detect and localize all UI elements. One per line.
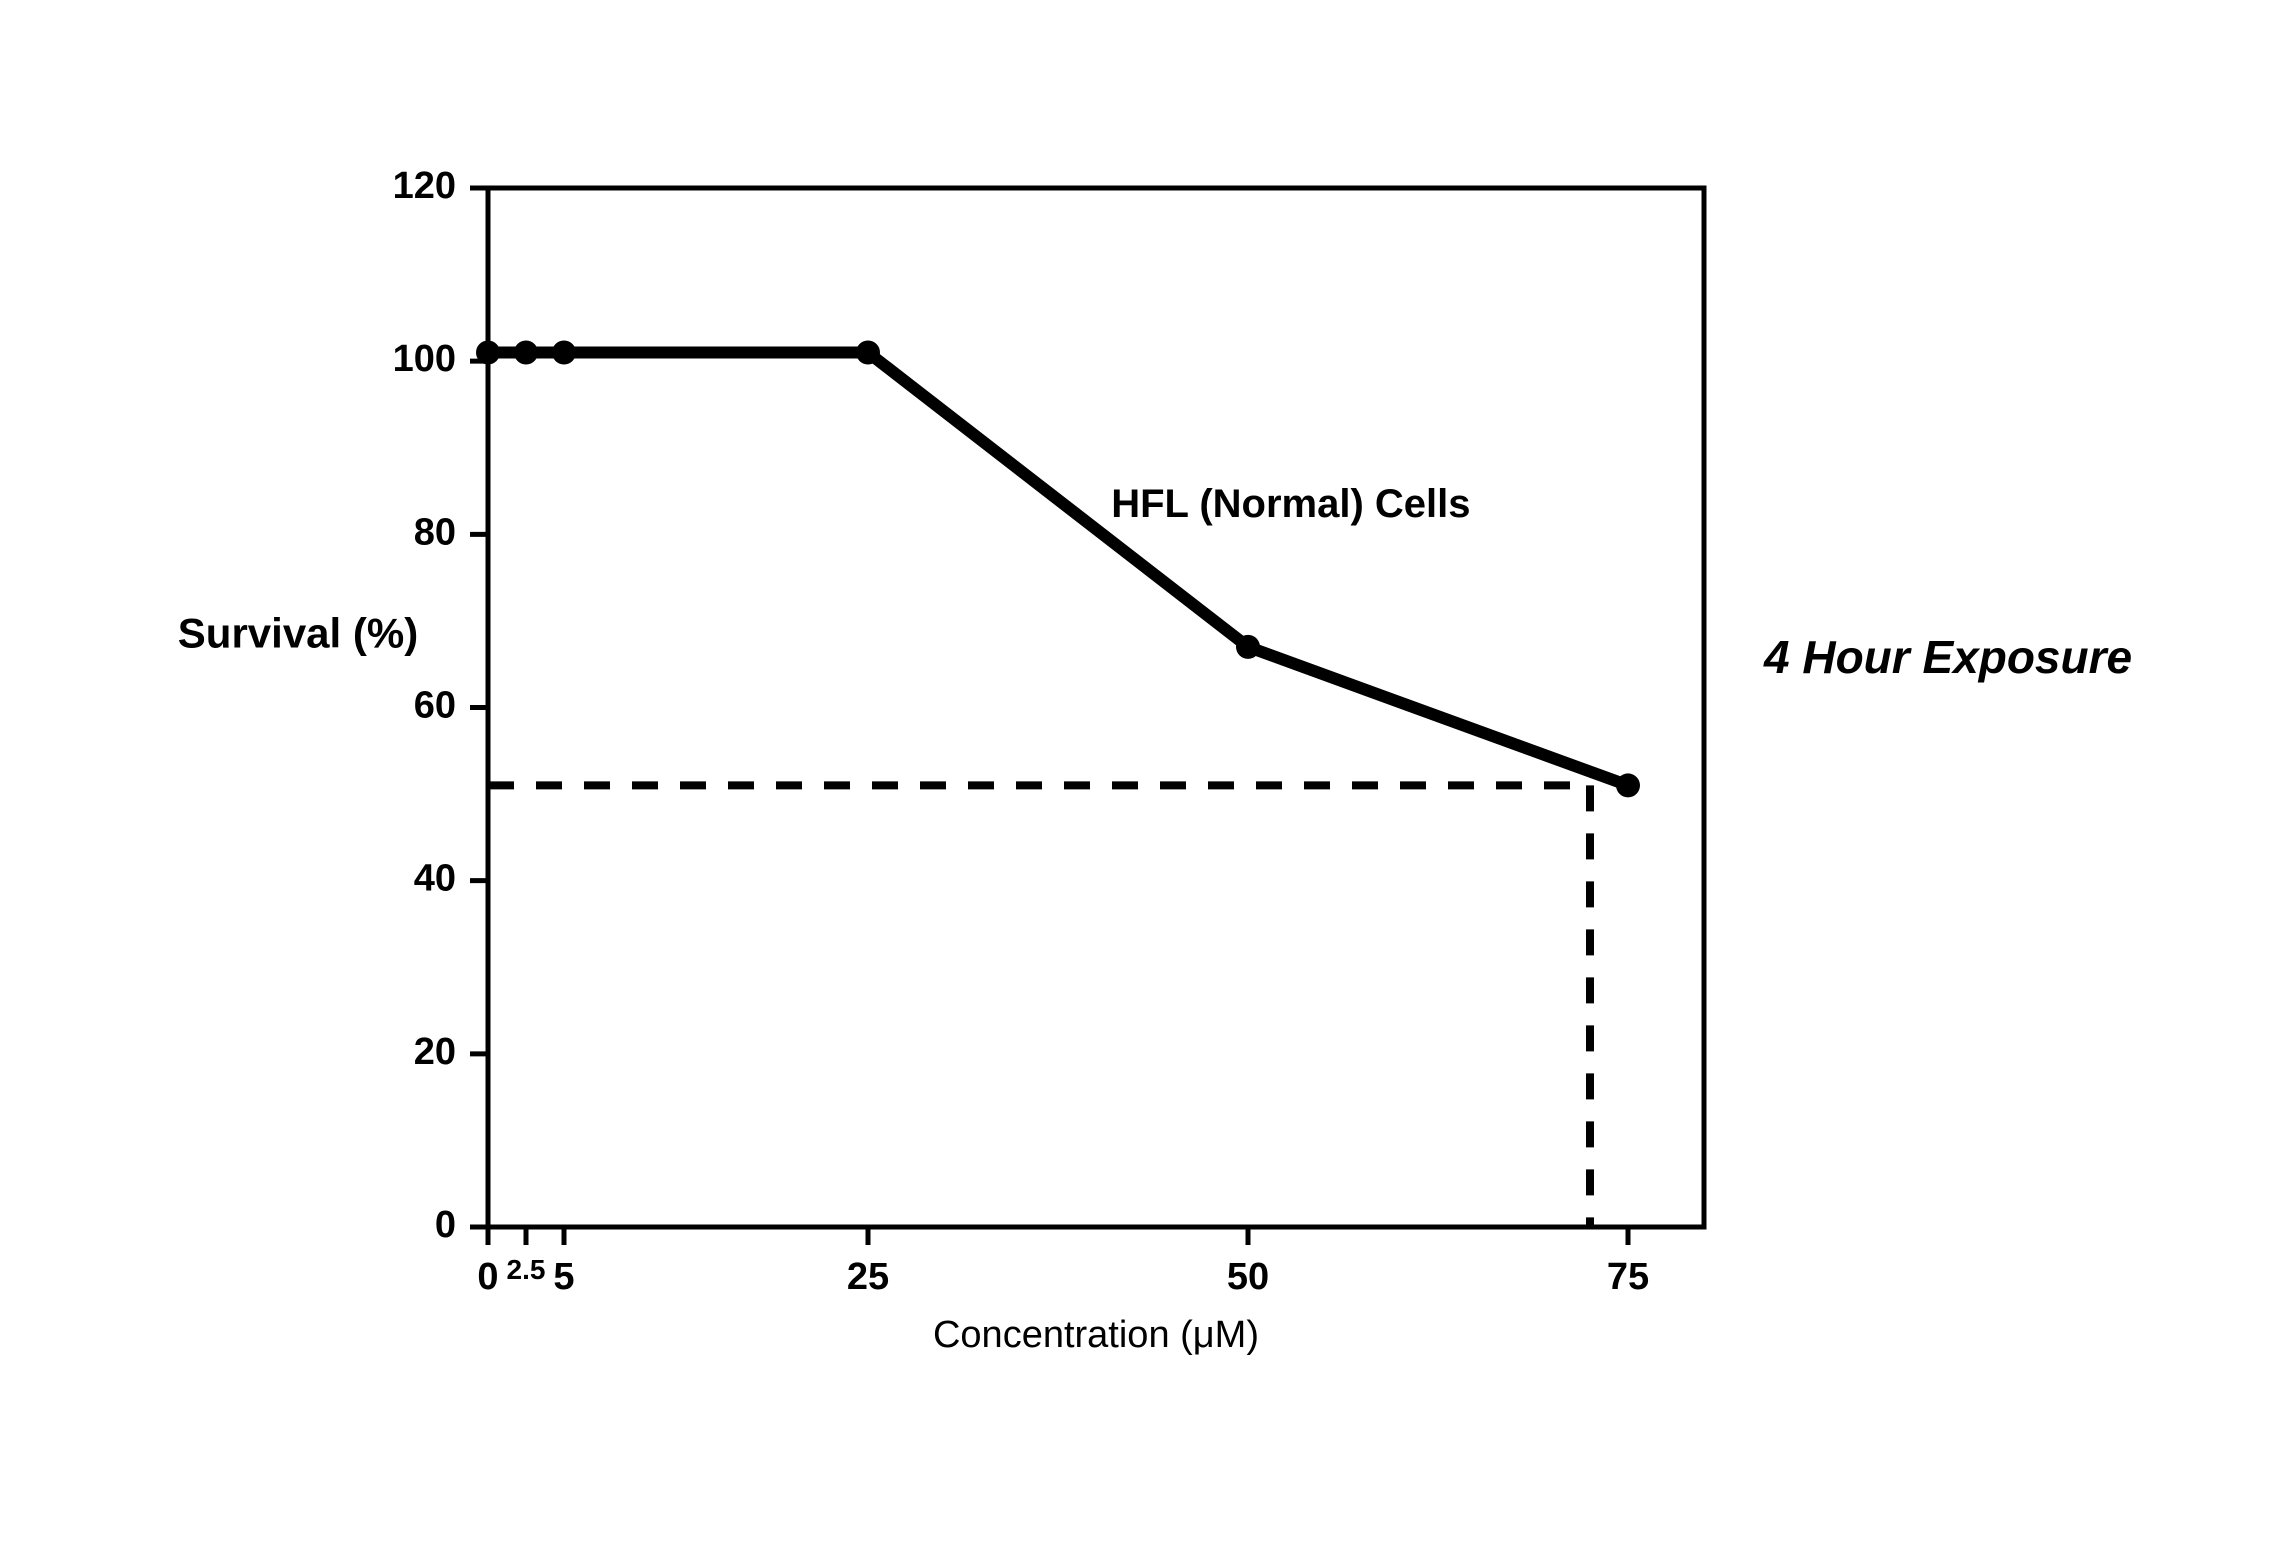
survival-chart: 0 20 40 60 80 100 120 0 2.55 25 50 75 HFL (Normal) C… (0, 0, 2290, 1549)
x-tick-label: 2.5 (507, 1254, 546, 1285)
x-tick-label: 25 (847, 1256, 889, 1298)
y-tick-label: 40 (414, 858, 456, 900)
x-tick-label: 50 (1227, 1256, 1269, 1298)
series-marker (476, 341, 500, 365)
series-marker (856, 341, 880, 365)
chart-stage: 0 20 40 60 80 100 120 0 2.55 25 50 75 HFL (Normal) C… (0, 0, 2290, 1549)
series-marker (552, 341, 576, 365)
y-tick-label: 0 (435, 1204, 456, 1246)
y-tick-label: 80 (414, 511, 456, 553)
series-marker (1616, 773, 1640, 797)
y-tick-label: 20 (414, 1031, 456, 1073)
series-label: HFL (Normal) Cells (1111, 482, 1470, 526)
y-tick-label: 120 (393, 165, 456, 207)
series-marker (1236, 635, 1260, 659)
x-axis-title: Concentration (μM) (933, 1314, 1259, 1356)
y-tick-label: 60 (414, 685, 456, 727)
x-tick-label: 75 (1607, 1256, 1649, 1298)
x-tick-label: 0 (477, 1256, 498, 1298)
series-marker (514, 341, 538, 365)
side-label: 4 Hour Exposure (1763, 631, 2132, 683)
x-tick-label: 5 (553, 1256, 574, 1298)
y-axis-title: Survival (%) (178, 610, 418, 657)
y-tick-label: 100 (393, 338, 456, 380)
